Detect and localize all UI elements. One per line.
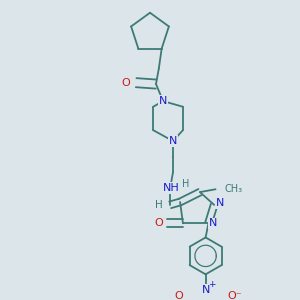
Text: H: H xyxy=(182,179,190,189)
Text: +: + xyxy=(208,280,216,289)
Text: N: N xyxy=(216,198,224,208)
Text: O: O xyxy=(174,291,183,300)
Text: N: N xyxy=(201,285,210,295)
Text: O⁻: O⁻ xyxy=(227,291,242,300)
Text: NH: NH xyxy=(163,183,180,193)
Text: H: H xyxy=(155,200,163,210)
Text: O: O xyxy=(154,218,163,228)
Text: N: N xyxy=(169,136,177,146)
Text: CH₃: CH₃ xyxy=(224,184,242,194)
Text: O: O xyxy=(122,78,130,88)
Text: N: N xyxy=(208,218,217,228)
Text: N: N xyxy=(159,96,167,106)
